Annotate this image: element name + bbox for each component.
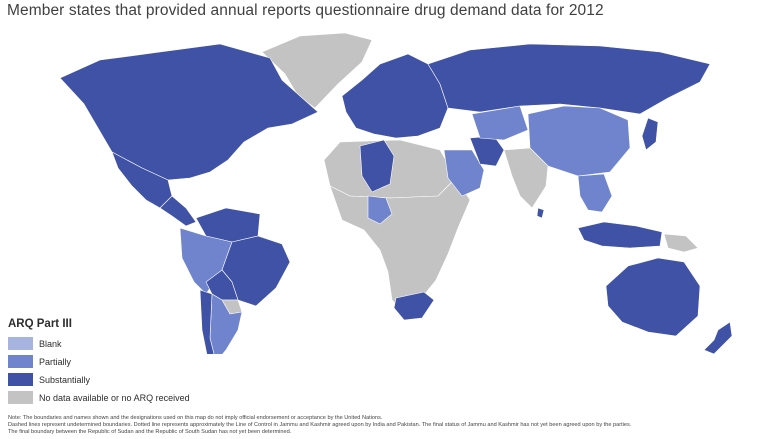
map-legend: ARQ Part III Blank Partially Substantial… (8, 318, 190, 407)
legend-swatch-blank (8, 337, 33, 350)
region-sub-saharan-africa (329, 177, 471, 313)
legend-swatch-substantially (8, 373, 33, 386)
legend-label-substantially: Substantially (39, 374, 91, 385)
region-europe (341, 53, 449, 139)
region-central-america (159, 195, 197, 227)
region-south-asia (503, 147, 549, 209)
region-south-east-asia (577, 173, 613, 213)
region-chile (199, 289, 215, 354)
legend-item-partially: Partially (8, 353, 190, 370)
map-title: Member states that provided annual repor… (7, 2, 604, 19)
legend-item-blank: Blank (8, 335, 190, 352)
region-sri-lanka (536, 207, 545, 219)
legend-label-partially: Partially (39, 356, 72, 367)
note-line-3: The final boundary between the Republic … (8, 429, 292, 435)
legend-item-no-data: No data available or no ARQ received (8, 389, 190, 406)
note-line-1: Note: The boundaries and names shown and… (8, 415, 383, 421)
legend-swatch-no-data (8, 391, 33, 404)
legend-item-substantially: Substantially (8, 371, 190, 388)
region-papua-new-guinea (663, 233, 699, 253)
region-greenland (261, 32, 373, 109)
map-note: Note: The boundaries and names shown and… (8, 415, 748, 436)
region-japan (641, 117, 659, 151)
world-map (59, 32, 733, 354)
region-australia (605, 257, 701, 337)
region-algeria (359, 139, 395, 193)
note-line-2: Dashed lines represent undetermined boun… (8, 422, 632, 428)
region-central-asia (471, 105, 529, 141)
legend-swatch-partially (8, 355, 33, 368)
region-russia (427, 43, 711, 115)
region-new-zealand (703, 321, 733, 354)
region-nigeria (367, 195, 393, 225)
region-arabian-peninsula (443, 149, 485, 197)
region-indonesia (577, 221, 663, 249)
legend-label-no-data: No data available or no ARQ received (39, 392, 190, 403)
region-south-africa (393, 291, 435, 321)
legend-label-blank: Blank (39, 338, 62, 349)
legend-title: ARQ Part III (8, 318, 72, 330)
